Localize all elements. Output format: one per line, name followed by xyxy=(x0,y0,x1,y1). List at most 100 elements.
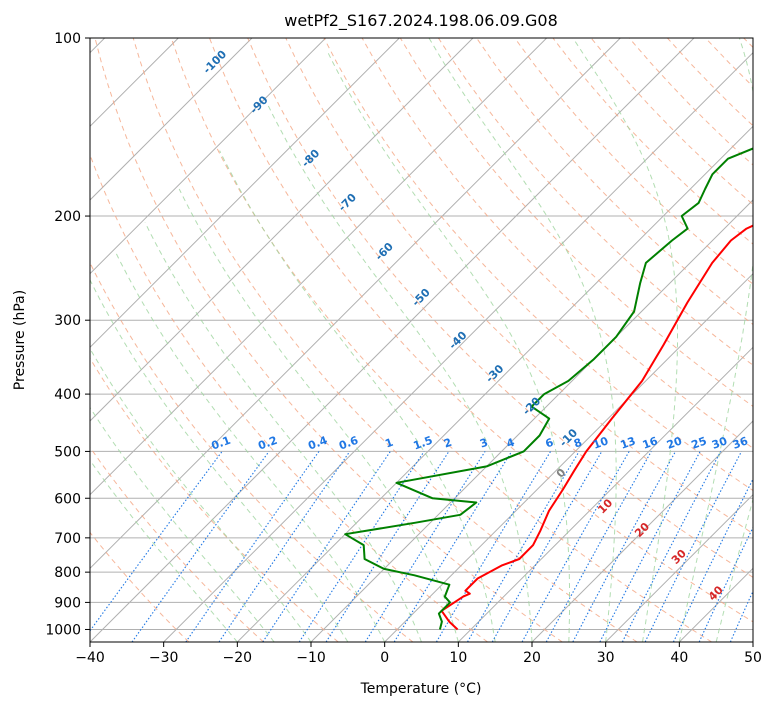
mixing-ratio-label: 3 xyxy=(478,436,490,451)
mixing-ratio-label: 8 xyxy=(572,436,584,451)
plot-frame xyxy=(89,37,754,643)
isotherm-line xyxy=(678,567,753,642)
y-tick-label: 500 xyxy=(54,444,81,460)
isotherm-line xyxy=(531,420,753,642)
dry-adiabat-label: -100 xyxy=(201,48,230,77)
mixing-ratio-line xyxy=(90,451,223,632)
mixing-ratio-line xyxy=(131,451,270,642)
isotherm-line xyxy=(752,641,753,642)
x-tick-label: −20 xyxy=(223,650,253,666)
mixing-ratio-line xyxy=(393,451,513,642)
mixing-ratio-line xyxy=(364,451,486,642)
isotherm-line xyxy=(384,272,753,642)
moist-adiabat-line xyxy=(178,188,459,642)
dry-adiabat-label: 40 xyxy=(706,583,726,603)
dry-adiabat-line xyxy=(209,38,753,623)
mixing-ratio-label: 0.4 xyxy=(306,434,329,453)
mixing-ratio-label: 1 xyxy=(383,436,395,451)
mixing-ratio-line xyxy=(698,526,753,642)
mixing-ratio-label: 36 xyxy=(731,434,750,452)
moist-adiabat-line xyxy=(90,459,238,642)
dry-adiabat-line xyxy=(170,38,712,642)
x-tick-label: 10 xyxy=(449,650,467,666)
dry-adiabat-line xyxy=(90,153,488,642)
y-tick-label: 600 xyxy=(54,491,81,507)
isotherm-line xyxy=(457,346,753,642)
mixing-ratio-line xyxy=(572,451,676,642)
moist-adiabat-line xyxy=(115,251,386,642)
x-tick-label: −40 xyxy=(75,650,105,666)
mixing-ratio-label: 30 xyxy=(710,434,729,452)
y-tick-label: 1000 xyxy=(45,622,81,638)
dry-adiabat-line xyxy=(90,446,264,642)
dry-adiabat-line xyxy=(132,38,638,642)
isotherm-line xyxy=(90,38,621,570)
dry-adiabat-line xyxy=(90,357,339,642)
mixing-ratio-line xyxy=(644,451,742,642)
moist-adiabat-line xyxy=(219,150,496,642)
dry-adiabat-label: -80 xyxy=(299,147,322,170)
y-tick-label: 700 xyxy=(54,531,81,547)
moist-adiabat-line xyxy=(90,347,312,642)
mixing-ratio-line xyxy=(763,451,775,642)
mixing-ratio-label: 2 xyxy=(442,436,454,451)
isotherm-line xyxy=(90,38,400,349)
mixing-ratio-line xyxy=(672,477,753,642)
x-tick-label: −10 xyxy=(296,650,326,666)
mixing-ratio-line xyxy=(621,451,722,642)
dry-adiabat-label: -60 xyxy=(373,240,396,263)
dry-adiabat-label: -40 xyxy=(446,329,469,352)
x-tick-label: 20 xyxy=(523,650,541,666)
x-tick-label: 50 xyxy=(744,650,762,666)
moist-adiabat-line xyxy=(428,38,617,642)
moist-adiabat-line xyxy=(267,105,533,642)
y-tick-label: 900 xyxy=(54,595,81,611)
y-tick-label: 200 xyxy=(54,209,81,225)
dry-adiabat-label: 10 xyxy=(595,496,615,516)
mixing-ratio-label: 4 xyxy=(505,436,517,451)
y-axis-label: Pressure (hPa) xyxy=(12,290,28,390)
dry-adiabat-line xyxy=(90,531,190,642)
mixing-ratio-label: 6 xyxy=(544,436,556,451)
isotherm-line xyxy=(163,51,753,642)
x-axis-label: Temperature (°C) xyxy=(360,681,482,697)
dry-adiabat-label: 20 xyxy=(632,520,652,540)
dry-adiabat-line xyxy=(399,38,753,408)
mixing-ratio-line xyxy=(218,451,351,642)
dry-adiabat-label: -70 xyxy=(336,191,359,214)
dry-adiabat-label: -50 xyxy=(409,286,432,309)
axes: −40 −30 −20 −10 0 10 20 30 40 5010020030040050060… xyxy=(45,31,762,666)
mixing-ratio-label: 0.1 xyxy=(210,434,233,453)
dry-adiabat-line xyxy=(437,38,753,366)
isotherm-line xyxy=(310,199,753,642)
moist-adiabat-line xyxy=(90,406,275,642)
temperature-profile xyxy=(440,224,753,631)
dry-adiabat-line xyxy=(285,38,753,535)
mixing-ratio-line xyxy=(185,451,320,642)
mixing-ratio-label: 16 xyxy=(641,434,660,452)
mixing-ratio-line xyxy=(729,589,753,642)
plot-area xyxy=(90,38,775,642)
x-tick-label: −30 xyxy=(149,650,179,666)
moist-adiabat-line xyxy=(715,497,753,642)
dry-adiabat-line xyxy=(247,38,753,578)
mixing-ratio-label: 10 xyxy=(591,434,610,452)
mixing-ratio-label: 0.2 xyxy=(256,434,279,453)
isotherm-line xyxy=(605,493,753,642)
dry-adiabat-line xyxy=(514,38,753,285)
mixing-ratio-label: 0.6 xyxy=(337,434,360,453)
y-tick-label: 300 xyxy=(54,313,81,329)
x-tick-label: 40 xyxy=(670,650,688,666)
isotherm-line xyxy=(90,38,474,422)
dry-adiabat-line xyxy=(94,38,563,642)
chart-title: wetPf2_S167.2024.198.06.09.G08 xyxy=(284,11,558,31)
moist-adiabat-line xyxy=(572,38,678,642)
isotherm-line xyxy=(90,38,327,275)
isotherm-line xyxy=(90,38,548,496)
mixing-ratio-label: 13 xyxy=(619,434,638,451)
mixing-ratio-line xyxy=(262,451,391,642)
mixing-ratio-label: 20 xyxy=(665,434,684,452)
mixing-ratio-line xyxy=(545,451,652,642)
profiles: 0.1 0.2 0.4 0.6 1 1.5 2 3 4 6 8 10 13 16 20 25 30 36-100-… xyxy=(201,48,753,631)
